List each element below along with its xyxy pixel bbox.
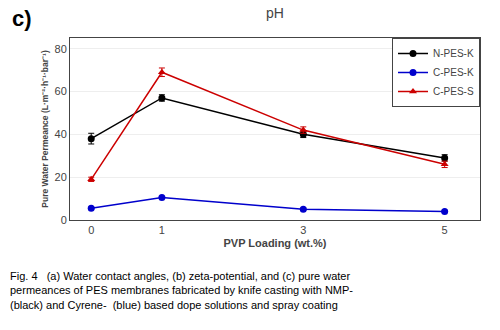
svg-text:80: 80: [55, 43, 67, 55]
svg-text:1: 1: [159, 224, 165, 236]
svg-text:C-PES-S: C-PES-S: [433, 86, 474, 97]
svg-text:PVP Loading (wt.%): PVP Loading (wt.%): [223, 237, 326, 249]
svg-text:3: 3: [300, 224, 306, 236]
svg-text:20: 20: [55, 171, 67, 183]
svg-text:pH: pH: [266, 5, 284, 21]
svg-text:5: 5: [442, 224, 448, 236]
svg-text:c): c): [12, 6, 32, 31]
svg-text:C-PES-K: C-PES-K: [433, 67, 474, 78]
svg-text:Fig. 4 (a) Water contact ang: Fig. 4 (a) Water contact angles, (b) zet…: [10, 270, 353, 311]
svg-text:N-PES-K: N-PES-K: [433, 48, 474, 59]
svg-text:40: 40: [55, 128, 67, 140]
svg-text:0: 0: [88, 224, 94, 236]
svg-text:0: 0: [61, 214, 67, 226]
svg-text:Pure Water Permeance (L·m⁻²·h⁻: Pure Water Permeance (L·m⁻²·h⁻¹·bar⁻¹): [40, 50, 50, 208]
svg-text:60: 60: [55, 85, 67, 97]
